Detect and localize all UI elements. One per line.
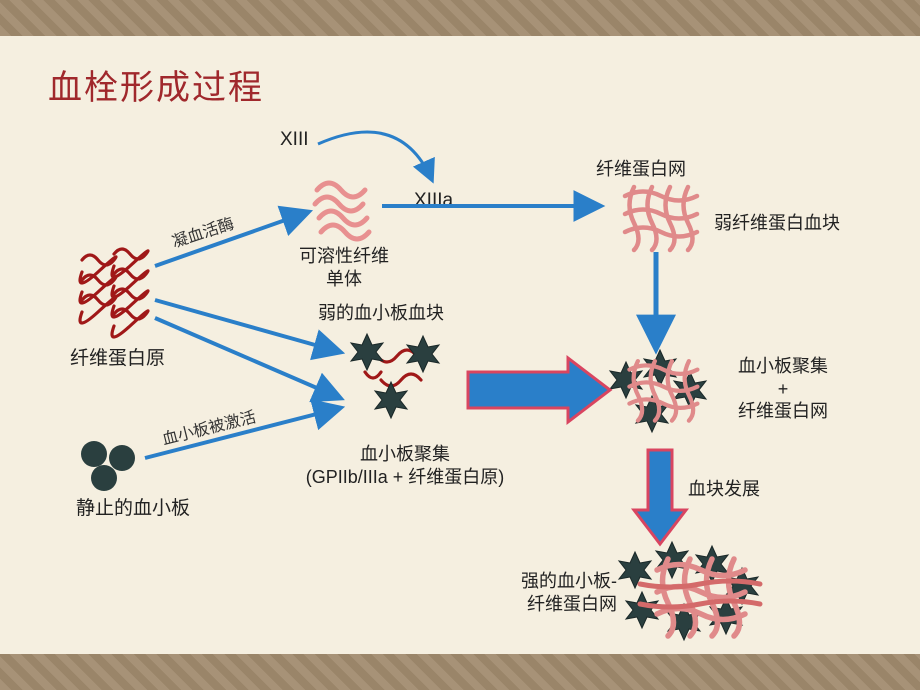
slide-root: 血栓形成过程 XIII XIIIa 纤维蛋白原 静止的血小板 可溶性纤维单体 弱…	[0, 0, 920, 690]
label-xiii: XIII	[280, 128, 309, 152]
label-xiiia: XIIIa	[414, 189, 453, 213]
label-platelet-aggregation: 血小板聚集(GPIIb/IIIa + 纤维蛋白原)	[290, 443, 520, 488]
label-weak-fibrin-clot: 弱纤维蛋白血块	[714, 212, 840, 235]
label-platelet-fibrin: 血小板聚集+纤维蛋白网	[718, 355, 848, 423]
label-fibrinogen: 纤维蛋白原	[70, 347, 165, 371]
label-weak-platelet-clot: 弱的血小板血块	[318, 302, 444, 325]
label-fibrin-net: 纤维蛋白网	[596, 158, 686, 181]
label-strong: 强的血小板-纤维蛋白网	[497, 570, 617, 615]
label-soluble-fibrin: 可溶性纤维单体	[254, 245, 434, 290]
label-clot-dev: 血块发展	[688, 478, 760, 501]
label-resting-platelets: 静止的血小板	[76, 497, 190, 521]
border-bottom	[0, 654, 920, 690]
border-top	[0, 0, 920, 36]
page-title: 血栓形成过程	[48, 60, 264, 109]
